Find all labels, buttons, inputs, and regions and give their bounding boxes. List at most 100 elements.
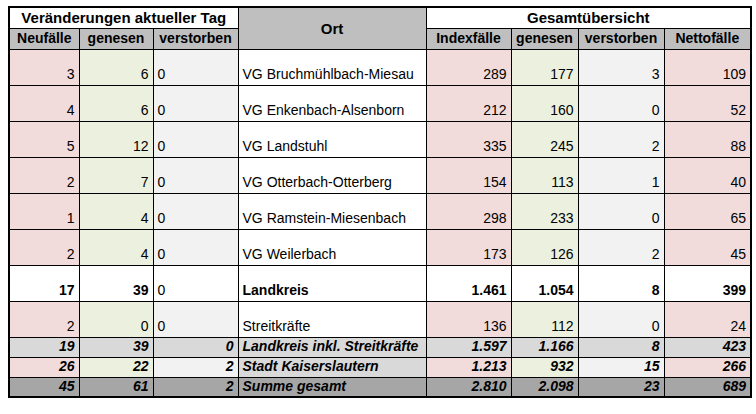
neufaelle-cell: 4 <box>9 85 79 121</box>
ort-cell: Summe gesamt <box>238 377 426 397</box>
table-row: 460VG Enkenbach-Alsenborn212160052 <box>9 85 751 121</box>
table-row: 140VG Ramstein-Miesenbach298233065 <box>9 193 751 229</box>
verstorben-gesamt-cell: 8 <box>578 337 664 357</box>
verstorben-tag-cell: 2 <box>153 357 238 377</box>
indexfaelle-cell: 154 <box>426 157 511 193</box>
neufaelle-cell: 3 <box>9 49 79 85</box>
ort-cell: VG Weilerbach <box>238 229 426 265</box>
indexfaelle-cell: 173 <box>426 229 511 265</box>
table-row: 270VG Otterbach-Otterberg154113140 <box>9 157 751 193</box>
genesen-gesamt-cell: 245 <box>511 121 578 157</box>
neufaelle-cell: 2 <box>9 229 79 265</box>
verstorben-gesamt-cell: 0 <box>578 85 664 121</box>
genesen-tag-cell: 7 <box>79 157 153 193</box>
genesen-tag-cell: 61 <box>79 377 153 397</box>
genesen-tag-cell: 22 <box>79 357 153 377</box>
ort-cell: VG Bruchmühlbach-Miesau <box>238 49 426 85</box>
verstorben-gesamt-cell: 23 <box>578 377 664 397</box>
genesen-gesamt-cell: 932 <box>511 357 578 377</box>
nettofaelle-cell: 52 <box>664 85 751 121</box>
header-ort: Ort <box>238 7 426 49</box>
verstorben-tag-cell: 0 <box>153 85 238 121</box>
genesen-gesamt-cell: 2.098 <box>511 377 578 397</box>
genesen-gesamt-cell: 177 <box>511 49 578 85</box>
indexfaelle-cell: 335 <box>426 121 511 157</box>
indexfaelle-cell: 136 <box>426 301 511 337</box>
header-gesamtuebersicht: Gesamtübersicht <box>426 7 751 28</box>
genesen-tag-cell: 6 <box>79 85 153 121</box>
verstorben-gesamt-cell: 15 <box>578 357 664 377</box>
genesen-tag-cell: 39 <box>79 337 153 357</box>
genesen-gesamt-cell: 160 <box>511 85 578 121</box>
genesen-gesamt-cell: 112 <box>511 301 578 337</box>
table-row: 17390Landkreis1.4611.0548399 <box>9 265 751 301</box>
indexfaelle-cell: 1.597 <box>426 337 511 357</box>
nettofaelle-cell: 45 <box>664 229 751 265</box>
table-row: 360VG Bruchmühlbach-Miesau2891773109 <box>9 49 751 85</box>
genesen-gesamt-cell: 1.054 <box>511 265 578 301</box>
table-body: 360VG Bruchmühlbach-Miesau2891773109460V… <box>9 49 751 397</box>
neufaelle-cell: 2 <box>9 301 79 337</box>
verstorben-tag-cell: 0 <box>153 337 238 357</box>
verstorben-gesamt-cell: 0 <box>578 301 664 337</box>
indexfaelle-cell: 298 <box>426 193 511 229</box>
header-indexfaelle: Indexfälle <box>426 28 511 49</box>
nettofaelle-cell: 109 <box>664 49 751 85</box>
verstorben-tag-cell: 2 <box>153 377 238 397</box>
table-row: 5120VG Landstuhl335245288 <box>9 121 751 157</box>
ort-cell: Landkreis inkl. Streitkräfte <box>238 337 426 357</box>
genesen-gesamt-cell: 233 <box>511 193 578 229</box>
verstorben-tag-cell: 0 <box>153 301 238 337</box>
report-container: Veränderungen aktueller Tag Ort Gesamtüb… <box>0 0 756 402</box>
ort-cell: Streitkräfte <box>238 301 426 337</box>
header-group-row: Veränderungen aktueller Tag Ort Gesamtüb… <box>9 7 751 28</box>
genesen-gesamt-cell: 126 <box>511 229 578 265</box>
header-nettofaelle: Nettofälle <box>664 28 751 49</box>
table-row: 26222Stadt Kaiserslautern1.21393215266 <box>9 357 751 377</box>
nettofaelle-cell: 88 <box>664 121 751 157</box>
ort-cell: Landkreis <box>238 265 426 301</box>
table-row: 200Streitkräfte136112024 <box>9 301 751 337</box>
nettofaelle-cell: 689 <box>664 377 751 397</box>
ort-cell: VG Otterbach-Otterberg <box>238 157 426 193</box>
ort-cell: VG Landstuhl <box>238 121 426 157</box>
header-genesen-gesamt: genesen <box>511 28 578 49</box>
verstorben-tag-cell: 0 <box>153 49 238 85</box>
verstorben-gesamt-cell: 2 <box>578 229 664 265</box>
nettofaelle-cell: 423 <box>664 337 751 357</box>
header-veraenderungen-aktueller-tag: Veränderungen aktueller Tag <box>9 7 238 28</box>
neufaelle-cell: 17 <box>9 265 79 301</box>
indexfaelle-cell: 212 <box>426 85 511 121</box>
verstorben-gesamt-cell: 3 <box>578 49 664 85</box>
verstorben-gesamt-cell: 0 <box>578 193 664 229</box>
genesen-tag-cell: 4 <box>79 229 153 265</box>
nettofaelle-cell: 40 <box>664 157 751 193</box>
indexfaelle-cell: 2.810 <box>426 377 511 397</box>
genesen-tag-cell: 4 <box>79 193 153 229</box>
table-row: 19390Landkreis inkl. Streitkräfte1.5971.… <box>9 337 751 357</box>
verstorben-gesamt-cell: 1 <box>578 157 664 193</box>
verstorben-tag-cell: 0 <box>153 157 238 193</box>
ort-cell: VG Enkenbach-Alsenborn <box>238 85 426 121</box>
neufaelle-cell: 2 <box>9 157 79 193</box>
genesen-tag-cell: 12 <box>79 121 153 157</box>
header-genesen-tag: genesen <box>79 28 153 49</box>
genesen-gesamt-cell: 1.166 <box>511 337 578 357</box>
table-row: 240VG Weilerbach173126245 <box>9 229 751 265</box>
neufaelle-cell: 26 <box>9 357 79 377</box>
covid-statistics-table: Veränderungen aktueller Tag Ort Gesamtüb… <box>8 6 752 398</box>
indexfaelle-cell: 1.461 <box>426 265 511 301</box>
verstorben-tag-cell: 0 <box>153 229 238 265</box>
neufaelle-cell: 19 <box>9 337 79 357</box>
genesen-tag-cell: 39 <box>79 265 153 301</box>
nettofaelle-cell: 266 <box>664 357 751 377</box>
indexfaelle-cell: 289 <box>426 49 511 85</box>
nettofaelle-cell: 65 <box>664 193 751 229</box>
genesen-gesamt-cell: 113 <box>511 157 578 193</box>
verstorben-gesamt-cell: 8 <box>578 265 664 301</box>
neufaelle-cell: 5 <box>9 121 79 157</box>
ort-cell: Stadt Kaiserslautern <box>238 357 426 377</box>
header-verstorben-gesamt: verstorben <box>578 28 664 49</box>
table-row: 45612Summe gesamt2.8102.09823689 <box>9 377 751 397</box>
indexfaelle-cell: 1.213 <box>426 357 511 377</box>
